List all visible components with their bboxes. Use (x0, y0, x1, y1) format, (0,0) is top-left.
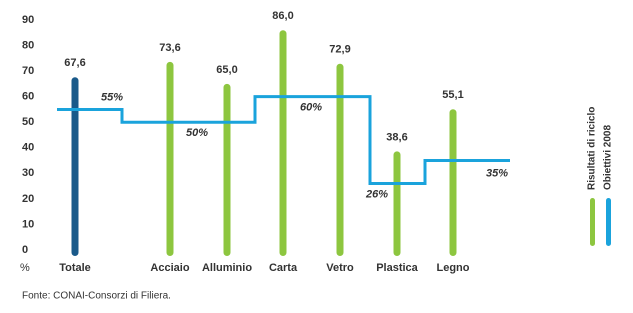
x-tick-label: Legno (437, 262, 470, 274)
bar (449, 109, 457, 256)
x-tick-label: Totale (59, 262, 91, 274)
y-tick-label: 10 (22, 218, 34, 230)
y-tick-label: 40 (22, 142, 34, 154)
x-tick-label: Carta (269, 262, 298, 274)
y-tick-label: 50 (22, 116, 34, 128)
y-tick-label: 0 (22, 244, 28, 256)
x-tick-label: Alluminio (202, 262, 252, 274)
bar (166, 61, 174, 257)
value-label: 38,6 (386, 131, 407, 143)
legend-swatch (590, 198, 595, 246)
y-tick-label: 20 (22, 193, 34, 205)
bar (223, 83, 231, 256)
target-label: 35% (486, 167, 508, 179)
legend-swatch (606, 198, 611, 246)
legend-label: Risultati di riciclo (587, 107, 598, 190)
y-tick-label: 70 (22, 65, 34, 77)
bar (71, 77, 79, 256)
value-label: 65,0 (216, 64, 237, 76)
source-note: Fonte: CONAI-Consorzi di Filiera. (22, 291, 171, 302)
legend-label: Obiettivi 2008 (603, 125, 614, 190)
target-label: 26% (365, 188, 388, 200)
target-label: 60% (300, 102, 322, 114)
y-axis-label: % (20, 262, 30, 274)
y-tick-label: 90 (22, 14, 34, 26)
value-label: 86,0 (272, 10, 293, 22)
bar (279, 30, 287, 256)
value-label: 67,6 (64, 57, 85, 69)
y-tick-label: 60 (22, 91, 34, 103)
y-tick-label: 30 (22, 167, 34, 179)
x-tick-label: Acciaio (150, 262, 189, 274)
bar (393, 151, 401, 256)
y-tick-label: 80 (22, 39, 34, 51)
bar (336, 63, 344, 257)
value-label: 73,6 (159, 42, 180, 54)
value-label: 72,9 (329, 44, 350, 56)
x-tick-label: Plastica (376, 262, 418, 274)
target-label: 50% (186, 127, 208, 139)
target-label: 55% (101, 91, 123, 103)
value-label: 55,1 (442, 89, 463, 101)
x-tick-label: Vetro (326, 262, 354, 274)
